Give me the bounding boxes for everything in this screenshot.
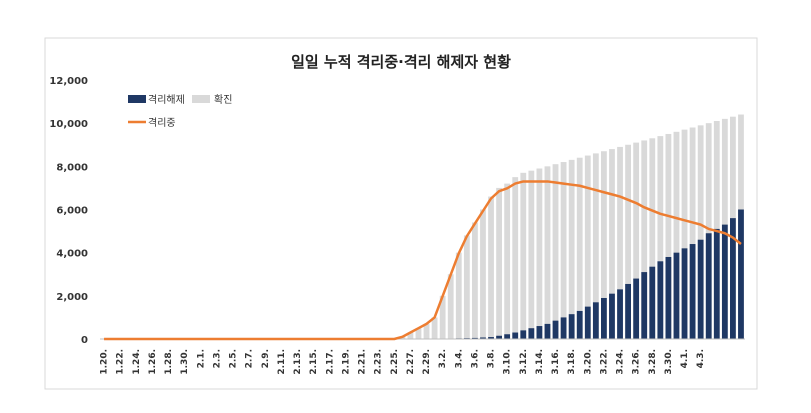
y-tick-label: 4,000 [56, 249, 88, 260]
x-tick-label: 1.28. [164, 349, 174, 375]
x-tick-label: 3.16. [551, 349, 561, 375]
bar-confirmed [520, 173, 526, 339]
x-tick-label: 2.9. [261, 349, 271, 368]
bar-released [520, 330, 526, 339]
bar-confirmed [561, 162, 567, 339]
legend-swatch-confirmed [192, 95, 210, 103]
x-tick-label: 3.20. [583, 349, 593, 375]
x-tick-label: 2.3. [212, 349, 222, 368]
x-tick-label: 1.26. [148, 349, 158, 375]
bar-released [593, 302, 599, 339]
bar-released [682, 248, 688, 339]
bar-released [512, 333, 518, 339]
bar-released [625, 284, 631, 339]
bar-confirmed [569, 160, 575, 339]
x-tick-label: 3.10. [503, 349, 513, 375]
x-tick-label: 2.23. [374, 349, 384, 375]
x-tick-label: 3.8. [487, 349, 497, 368]
bar-released [690, 244, 696, 339]
y-tick-label: 2,000 [56, 292, 88, 303]
legend-label-released: 격리해제 [148, 93, 185, 106]
bar-released [577, 311, 583, 339]
x-tick-label: 1.22. [116, 349, 126, 375]
x-tick-label: 3.2. [438, 349, 448, 368]
x-tick-label: 1.30. [180, 349, 190, 375]
y-tick-label: 8,000 [56, 162, 88, 173]
bar-released [601, 298, 607, 339]
bar-released [706, 233, 712, 339]
y-tick-label: 10,000 [49, 119, 88, 130]
bar-released [504, 334, 510, 339]
x-tick-label: 2.15. [309, 349, 319, 375]
bar-released [553, 321, 559, 339]
x-tick-label: 3.28. [648, 349, 658, 375]
bar-confirmed [504, 184, 510, 339]
bar-released [528, 328, 534, 339]
x-tick-label: 2.5. [229, 349, 239, 368]
x-tick-label: 2.11. [277, 349, 287, 375]
bar-released [537, 326, 543, 339]
x-tick-label: 1.20. [100, 349, 110, 375]
bar-released [585, 307, 591, 339]
legend-swatch-released [128, 95, 146, 103]
bar-released [722, 225, 728, 339]
legend-label-confirmed: 확진 [214, 94, 232, 106]
bar-confirmed [545, 166, 551, 339]
x-tick-label: 2.7. [245, 349, 255, 368]
x-tick-label: 2.19. [341, 349, 351, 375]
x-tick-label: 2.17. [325, 349, 335, 375]
x-tick-label: 3.14. [535, 349, 545, 375]
bar-released [698, 240, 704, 339]
bar-released [674, 253, 680, 339]
x-tick-label: 3.18. [567, 349, 577, 375]
bar-confirmed [553, 164, 559, 339]
x-tick-label: 3.12. [519, 349, 529, 375]
chart-title: 일일 누적 격리중·격리 해제자 현황 [291, 53, 511, 71]
bar-released [738, 210, 744, 340]
bar-confirmed [496, 188, 502, 339]
bar-released [561, 317, 567, 339]
y-tick-label: 12,000 [49, 76, 88, 87]
bar-confirmed [512, 177, 518, 339]
x-tick-label: 3.26. [632, 349, 642, 375]
bar-released [609, 294, 615, 339]
x-tick-label: 1.24. [132, 349, 142, 375]
bar-confirmed [480, 210, 486, 340]
x-tick-label: 3.4. [454, 349, 464, 368]
x-tick-label: 2.29. [422, 349, 432, 375]
x-tick-label: 2.27. [406, 349, 416, 375]
x-tick-label: 3.22. [599, 349, 609, 375]
bar-released [714, 229, 720, 339]
x-tick-label: 3.6. [470, 349, 480, 368]
bar-confirmed [464, 235, 470, 339]
y-tick-label: 0 [81, 335, 88, 346]
bar-released [545, 324, 551, 339]
legend-label-isolating: 격리중 [148, 116, 176, 129]
y-tick-label: 6,000 [56, 206, 88, 217]
bar-released [633, 279, 639, 339]
x-tick-label: 3.30. [664, 349, 674, 375]
x-tick-label: 3.24. [616, 349, 626, 375]
bar-confirmed [432, 317, 438, 339]
x-tick-label: 2.13. [293, 349, 303, 375]
x-tick-label: 2.1. [196, 349, 206, 368]
bar-released [657, 261, 663, 339]
bar-confirmed [456, 253, 462, 339]
bar-released [617, 289, 623, 339]
bar-confirmed [472, 222, 478, 339]
bar-confirmed [488, 197, 494, 339]
bar-confirmed [537, 168, 543, 339]
x-tick-label: 4.1. [680, 349, 690, 368]
bar-confirmed [448, 274, 454, 339]
bar-released [641, 272, 647, 339]
bar-released [569, 314, 575, 339]
bar-released [649, 267, 655, 339]
x-tick-label: 2.21. [358, 349, 368, 375]
bar-confirmed [528, 171, 534, 339]
x-tick-label: 2.25. [390, 349, 400, 375]
x-tick-label: 4.3. [696, 349, 706, 368]
bar-released [666, 257, 672, 339]
